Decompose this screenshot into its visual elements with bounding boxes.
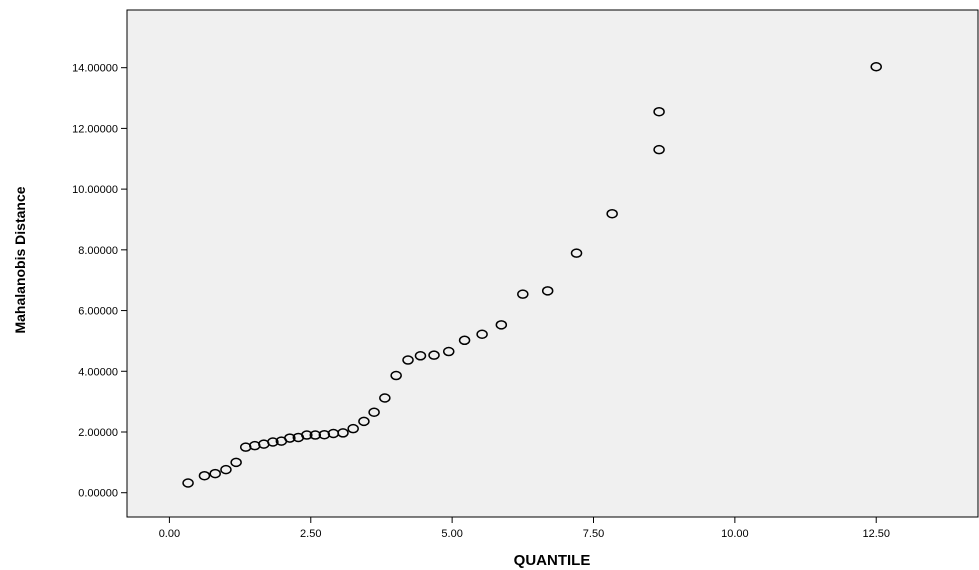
data-point [414, 351, 427, 361]
y-tick-label: 6.00000 [78, 306, 118, 318]
data-point [653, 106, 665, 117]
x-tick-label: 2.50 [300, 528, 321, 540]
data-point [309, 430, 322, 440]
y-tick-label: 4.00000 [78, 366, 118, 378]
data-point [337, 428, 349, 438]
y-tick-label: 12.00000 [72, 123, 118, 135]
data-point [267, 437, 279, 447]
x-tick-label: 7.50 [583, 528, 604, 540]
x-tick-label: 12.50 [862, 528, 890, 540]
data-point [390, 370, 402, 381]
data-point [379, 393, 391, 403]
x-tick-label: 10.00 [721, 528, 749, 540]
x-tick-label: 5.00 [441, 528, 462, 540]
data-point [198, 470, 211, 481]
data-point [428, 350, 440, 360]
data-point [458, 335, 471, 346]
data-point [606, 208, 618, 219]
data-point [476, 329, 488, 339]
data-point [517, 289, 529, 299]
data-point [209, 468, 221, 479]
y-tick-label: 8.00000 [78, 245, 118, 257]
data-points [182, 62, 882, 488]
data-point [570, 248, 583, 258]
data-point [347, 423, 359, 434]
x-axis-title: QUANTILE [514, 552, 591, 569]
data-point [182, 478, 194, 488]
data-point [368, 407, 380, 418]
y-tick-label: 2.00000 [78, 427, 118, 439]
data-point [442, 346, 455, 357]
y-axis-title: Mahalanobis Distance [12, 186, 28, 333]
data-point [284, 433, 296, 443]
data-point [870, 62, 882, 72]
data-point [301, 430, 313, 440]
y-tick-label: 14.00000 [72, 63, 118, 75]
data-point [541, 286, 554, 296]
plot-area [126, 9, 979, 518]
data-point [318, 429, 331, 440]
data-point [220, 464, 232, 475]
y-tick-label: 10.00000 [72, 184, 118, 196]
x-axis: 0.00 2.50 5.00 7.50 10.00 12.50 [159, 517, 890, 540]
x-tick-label: 0.00 [159, 528, 180, 540]
data-point [495, 320, 508, 330]
data-point [358, 416, 370, 427]
data-point [402, 355, 414, 365]
y-tick-label: 0.00000 [78, 488, 118, 500]
data-point [230, 457, 242, 468]
y-axis: 0.00000 2.00000 4.00000 6.00000 8.00000 10.00… [72, 63, 127, 500]
data-point [653, 144, 665, 155]
